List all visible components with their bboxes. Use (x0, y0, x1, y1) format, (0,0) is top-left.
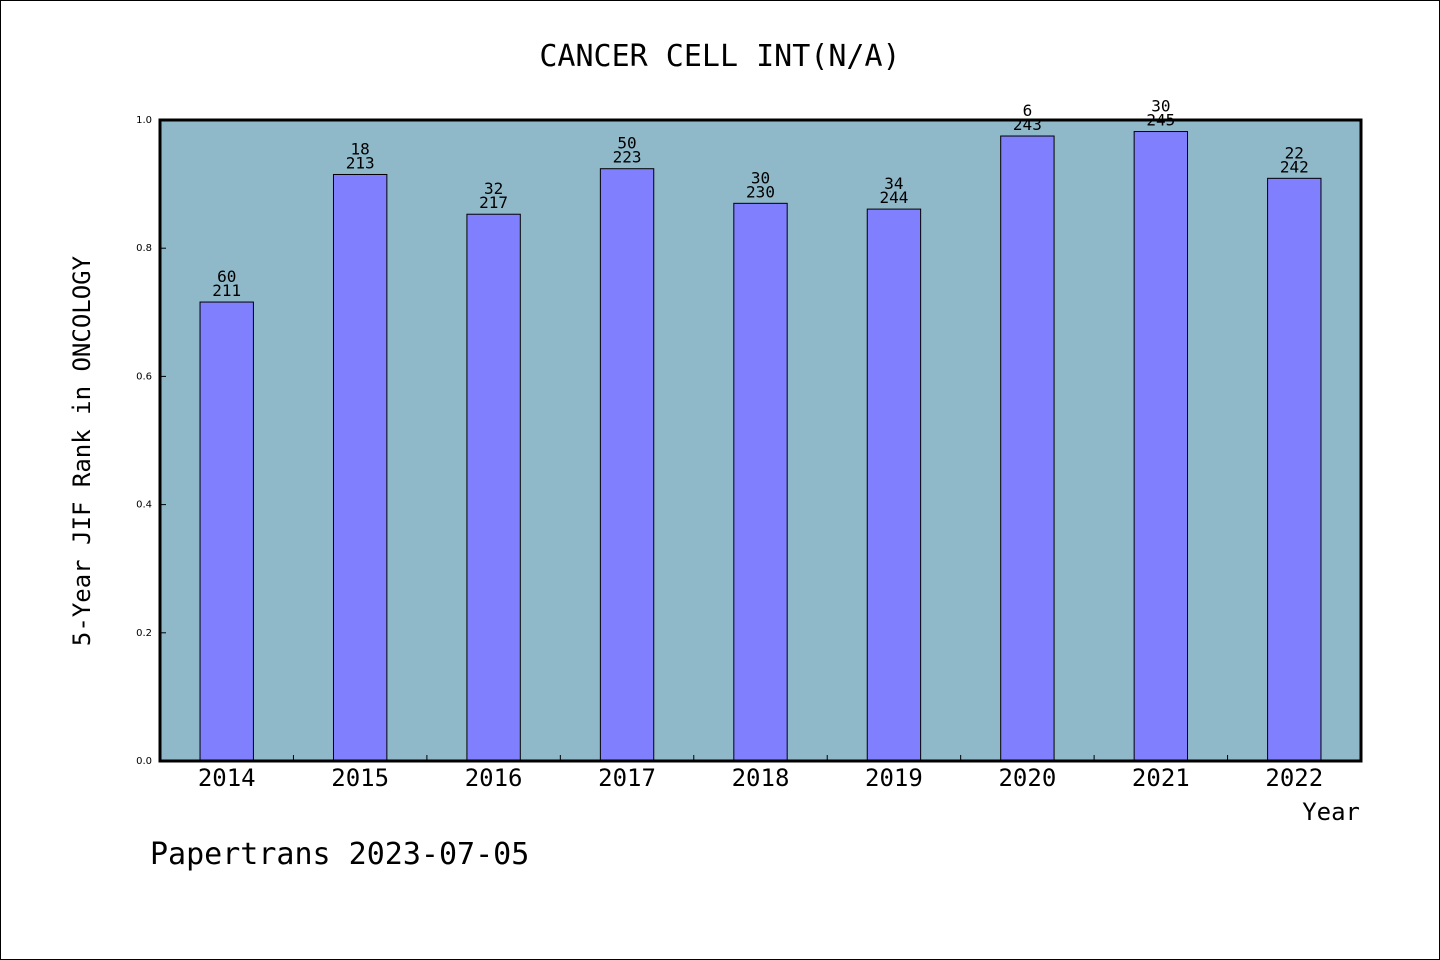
total-label-2015: 213 (346, 153, 375, 172)
x-tick-label-2018: 2018 (732, 764, 790, 792)
bar-2019 (866, 208, 922, 762)
total-label-2018: 230 (746, 182, 775, 201)
plot-border (158, 118, 1363, 763)
bar-series (199, 131, 1322, 762)
chart-title: CANCER CELL INT(N/A) (539, 39, 900, 74)
x-tick-label-2019: 2019 (865, 764, 923, 792)
y-tick-label: 1.0 (136, 115, 152, 126)
y-tick-label: 0.0 (136, 756, 152, 767)
bar-2016 (466, 213, 521, 762)
bar-2017 (599, 168, 655, 762)
total-label-2019: 244 (879, 188, 908, 207)
y-tick-label: 0.6 (136, 371, 152, 382)
rank-label-2020: 6 (1023, 101, 1033, 120)
rank-label-2022: 22 (1285, 143, 1304, 162)
total-label-2022: 242 (1280, 157, 1309, 176)
total-label-2017: 223 (613, 148, 642, 167)
rank-label-2021: 30 (1151, 97, 1170, 116)
bar-2022 (1267, 177, 1322, 762)
x-tick-label-2016: 2016 (465, 764, 523, 792)
rank-label-2016: 32 (484, 179, 503, 198)
bar-2020 (1000, 135, 1055, 762)
x-axis-label: Year (1302, 798, 1360, 826)
y-tick-label: 0.4 (136, 500, 152, 511)
total-label-2020: 243 (1013, 115, 1042, 134)
x-axis: 2014 2015 2016 2017 2018 2019 2020 2021 2022 (198, 755, 1323, 792)
x-tick-label-2015: 2015 (331, 764, 389, 792)
x-tick-label-2017: 2017 (598, 764, 656, 792)
x-tick-label-2020: 2020 (998, 764, 1056, 792)
bar-2014 (199, 301, 254, 762)
rank-label-2014: 60 (217, 267, 236, 286)
y-axis-label: 5-Year JIF Rank in ONCOLOGY (68, 255, 96, 646)
total-label-2016: 217 (479, 193, 508, 212)
bar-2018 (733, 202, 788, 762)
rank-label-2015: 18 (351, 139, 370, 158)
total-label-2014: 211 (212, 281, 241, 300)
bar-2021 (1133, 131, 1189, 762)
y-tick-label: 0.8 (136, 243, 152, 254)
x-tick-label-2014: 2014 (198, 764, 256, 792)
x-tick-label-2022: 2022 (1265, 764, 1323, 792)
footer-credit: Papertrans 2023-07-05 (150, 837, 529, 872)
y-tick-label: 0.2 (136, 628, 152, 639)
bar-2015 (332, 173, 388, 762)
rank-label-2018: 30 (751, 168, 770, 187)
x-tick-label-2021: 2021 (1132, 764, 1190, 792)
rank-label-2019: 34 (884, 174, 903, 193)
rank-label-2017: 50 (617, 134, 636, 153)
